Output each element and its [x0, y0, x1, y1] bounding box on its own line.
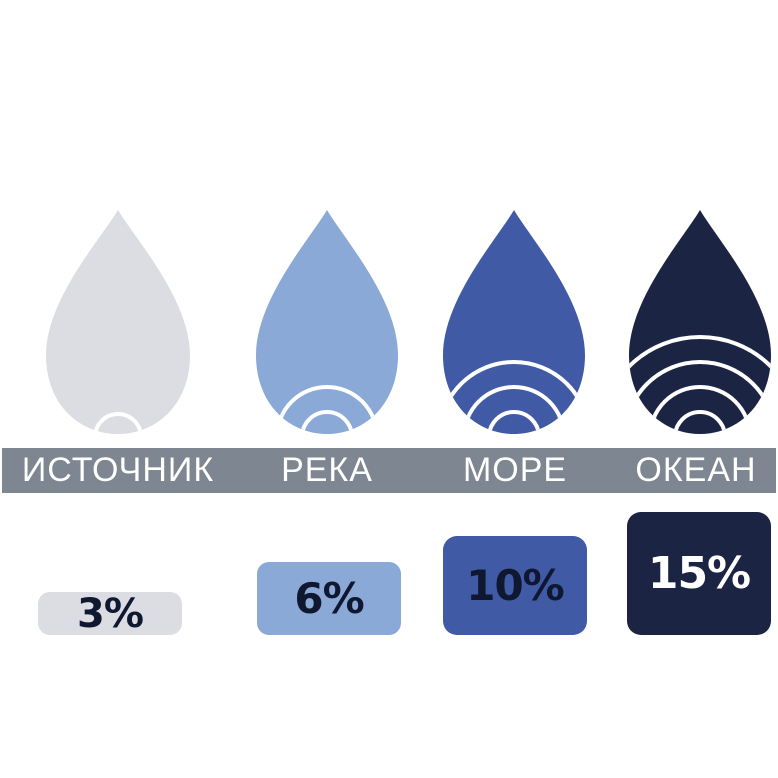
ripple-ring — [629, 335, 771, 434]
ripple-ring — [629, 360, 771, 434]
ripple-ring — [275, 385, 379, 434]
percent-badge-reka: 6% — [257, 562, 401, 635]
label-more: МОРЕ — [462, 451, 568, 489]
drop-okean — [629, 210, 771, 434]
drop-more — [443, 210, 585, 434]
ripple-ring — [93, 412, 143, 434]
label-band — [2, 448, 776, 493]
percent-badge-istochnik: 3% — [38, 591, 182, 637]
drop-shape — [46, 210, 190, 434]
drop-istochnik — [46, 210, 190, 434]
percent-badge-more: 10% — [443, 536, 587, 635]
ripple-ring — [443, 360, 585, 434]
ripple-ring — [462, 385, 566, 434]
ripple-ring — [673, 410, 727, 434]
drop-shape — [443, 210, 585, 434]
label-reka: РЕКА — [281, 451, 373, 489]
ripple-ring — [487, 410, 541, 434]
ripple-ring — [300, 410, 354, 434]
drop-shape — [256, 210, 398, 434]
label-okean: ОКЕАН — [635, 451, 757, 489]
ripple-ring — [648, 385, 752, 434]
drop-reka — [256, 210, 398, 434]
percent-badge-okean: 15% — [627, 512, 771, 635]
drop-shape — [629, 210, 771, 434]
label-istochnik: ИСТОЧНИК — [21, 451, 215, 489]
